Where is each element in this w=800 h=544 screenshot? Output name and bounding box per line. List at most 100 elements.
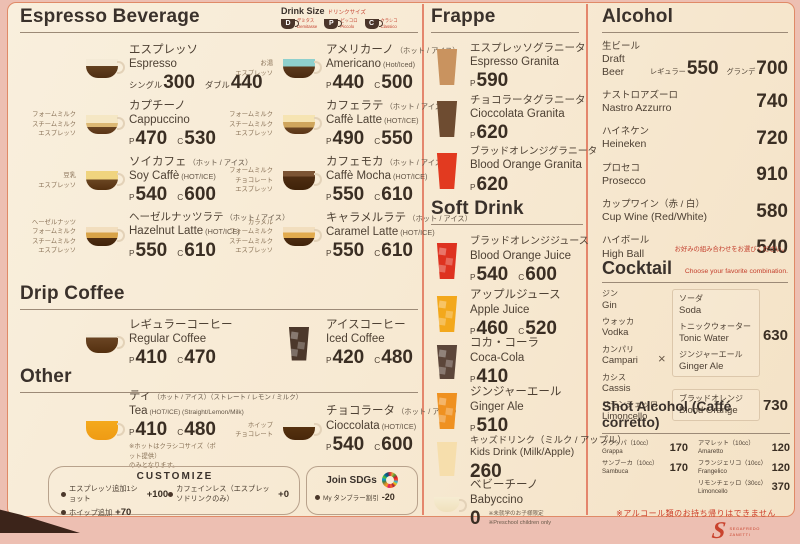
menu-item: グラッパ（10cc） Grappa 170	[602, 440, 688, 456]
price-size-label: C	[177, 355, 184, 366]
item-name-jp: ソイカフェ	[129, 155, 187, 168]
section-other: Other ティ （ホット / アイス）（ストレート / レモン / ミルク） T…	[20, 366, 461, 469]
item-name-en: Espresso	[129, 58, 177, 70]
ingredient-labels: 豆乳 エスプレッソ	[38, 172, 76, 189]
ingredient-labels: ヘーゼルナッツ フォームミルク スチームミルク エスプレッソ	[31, 218, 76, 254]
item-name-en: Blood Orange Granita	[470, 159, 582, 172]
apple-juice-glass-icon	[436, 296, 458, 332]
bullet-icon	[61, 510, 66, 515]
price-value: 580	[756, 200, 788, 222]
item-name-en: Apple Juice	[470, 303, 530, 316]
section-shot-alcohol: Shot Alcohol (Caffé corretto) グラッパ（10cc）…	[602, 398, 790, 544]
item-name-jp: キッズドリンク（ミルク / アップル）	[470, 435, 627, 446]
item-name-jp: ティ	[129, 390, 152, 403]
item-name-jp: ブラッドオレンジグラニータ	[470, 146, 598, 158]
alcohol-takeout-note: ※アルコール類のお持ち帰りはできません	[616, 509, 776, 519]
item-name-en: Babyccino	[470, 493, 524, 506]
price-value: 550	[381, 128, 413, 150]
hazelnut-latte-cup-icon	[86, 227, 125, 246]
menu-item: フォームミルク スチームミルク エスプレッソ カプチーノ Cappuccino …	[20, 100, 217, 150]
item-note-en: (Hot/Iced)	[382, 60, 416, 69]
price-value: 480	[381, 347, 413, 369]
item-name-jp: レギュラーコーヒー	[129, 318, 233, 331]
price-value: 550	[135, 239, 168, 261]
item-name-jp: カフェラテ	[326, 99, 384, 112]
price-size-label: C	[518, 271, 525, 282]
price-value: 480	[184, 419, 216, 441]
price-value: 910	[756, 164, 788, 186]
sdgs-price: -20	[381, 492, 395, 502]
price-value: 740	[756, 91, 788, 113]
column-divider	[422, 4, 424, 515]
item-name-jp: コカ・コーラ	[470, 337, 539, 350]
item-note-en: (HOT/ICE)	[181, 172, 216, 181]
tea-cup-icon	[86, 420, 125, 440]
bullet-icon	[168, 491, 174, 497]
item-name-jp: 生ビール	[602, 41, 641, 52]
item-name-en: Soy Caffè	[129, 170, 180, 182]
price-value: 610	[381, 240, 413, 262]
size-jp: ピッコロ	[340, 18, 358, 23]
blood-orange-granita-glass-icon	[436, 153, 458, 189]
price-value: 540	[332, 433, 365, 455]
cocktail-base: リモンチェッロ Limoncello	[602, 400, 658, 422]
price-value: 500	[381, 72, 413, 94]
menu-card	[7, 2, 795, 517]
price-value: 520	[525, 317, 557, 339]
price-size-label: P	[470, 181, 476, 192]
price-value: 300	[163, 72, 195, 94]
price-size-label: P	[326, 192, 332, 203]
price-value: 540	[756, 237, 788, 259]
americano-cup-icon	[283, 59, 322, 78]
size-jp: デミタス	[297, 18, 315, 23]
item-note-jp: （ホット / アイス）	[385, 101, 450, 111]
caramel-latte-cup-icon	[283, 227, 322, 246]
item-name-en: Americano	[326, 58, 381, 70]
ingredient-labels: フォームミルク スチームミルク エスプレッソ	[32, 111, 76, 138]
price-value: 120	[771, 461, 790, 474]
menu-item: チョコラータグラニータ Cioccolata Granita P620	[431, 93, 586, 145]
price-size-label: P	[470, 422, 476, 433]
item-name-en: Prosecco	[602, 174, 646, 187]
price-value: 540	[476, 263, 509, 285]
iced-coffee-glass-icon	[288, 326, 310, 361]
menu-item: サンブーカ（10cc） Sambuca 170	[602, 459, 688, 476]
price-value: 620	[476, 122, 509, 144]
cocktail-base: カシス Cassis	[602, 372, 631, 394]
item-name-jp: カフェモカ	[326, 155, 384, 168]
cocktail-base: ウォッカ Vodka	[602, 316, 634, 339]
item-name-jp: エスプレッソ	[129, 43, 198, 56]
times-symbol: ×	[658, 351, 666, 367]
price-size-label: グランデ	[726, 66, 756, 76]
section-alcohol: Alcohol 生ビール Draft Beer レギュラー550 グランデ700 …	[602, 6, 788, 272]
section-frappe: Frappe エスプレッソグラニータ Espresso Granita P590…	[431, 6, 597, 197]
ingredient-labels: フォームミルク スチームミルク エスプレッソ	[229, 111, 273, 138]
espresso-granita-glass-icon	[436, 49, 458, 85]
price-size-label: C	[177, 192, 184, 203]
price-size-label: P	[326, 441, 332, 452]
price-value: 510	[476, 414, 509, 436]
menu-item: プロセコ Prosecco 910	[602, 163, 788, 188]
price-value: 470	[184, 347, 216, 369]
price-value: 490	[332, 128, 365, 150]
item-name-en: Heineken	[602, 138, 647, 151]
segafredo-s-icon: S	[710, 518, 728, 544]
item-name-en: Coca-Cola	[470, 351, 525, 364]
item-name-jp: アメリカーノ	[326, 43, 394, 56]
menu-item: アイスコーヒー Iced Coffee P420 C480	[217, 318, 414, 369]
menu-item: キッズドリンク（ミルク / アップル） Kids Drink (Milk/App…	[431, 435, 627, 482]
price-value: 440	[230, 72, 263, 94]
price-value: 730	[762, 397, 788, 415]
price-value: 410	[135, 347, 168, 369]
price-value: 610	[381, 184, 413, 206]
item-name-en: Caramel Latte	[326, 226, 399, 238]
coca-cola-glass-icon	[436, 345, 458, 379]
section-title: Cocktail	[602, 258, 673, 279]
cocktail-mixer: トニックウォーター Tonic Water	[679, 322, 751, 344]
item-name-en: Tea	[129, 404, 148, 417]
item-name-jp: ナストロアズーロ	[602, 89, 679, 101]
item-name-jp: アイスコーヒー	[326, 318, 406, 331]
section-espresso-beverage: Espresso Beverage エスプレッソ Espresso シングル30…	[20, 6, 472, 269]
item-name-en: Hazelnut Latte	[129, 225, 204, 238]
price-size-label: C	[518, 325, 525, 336]
